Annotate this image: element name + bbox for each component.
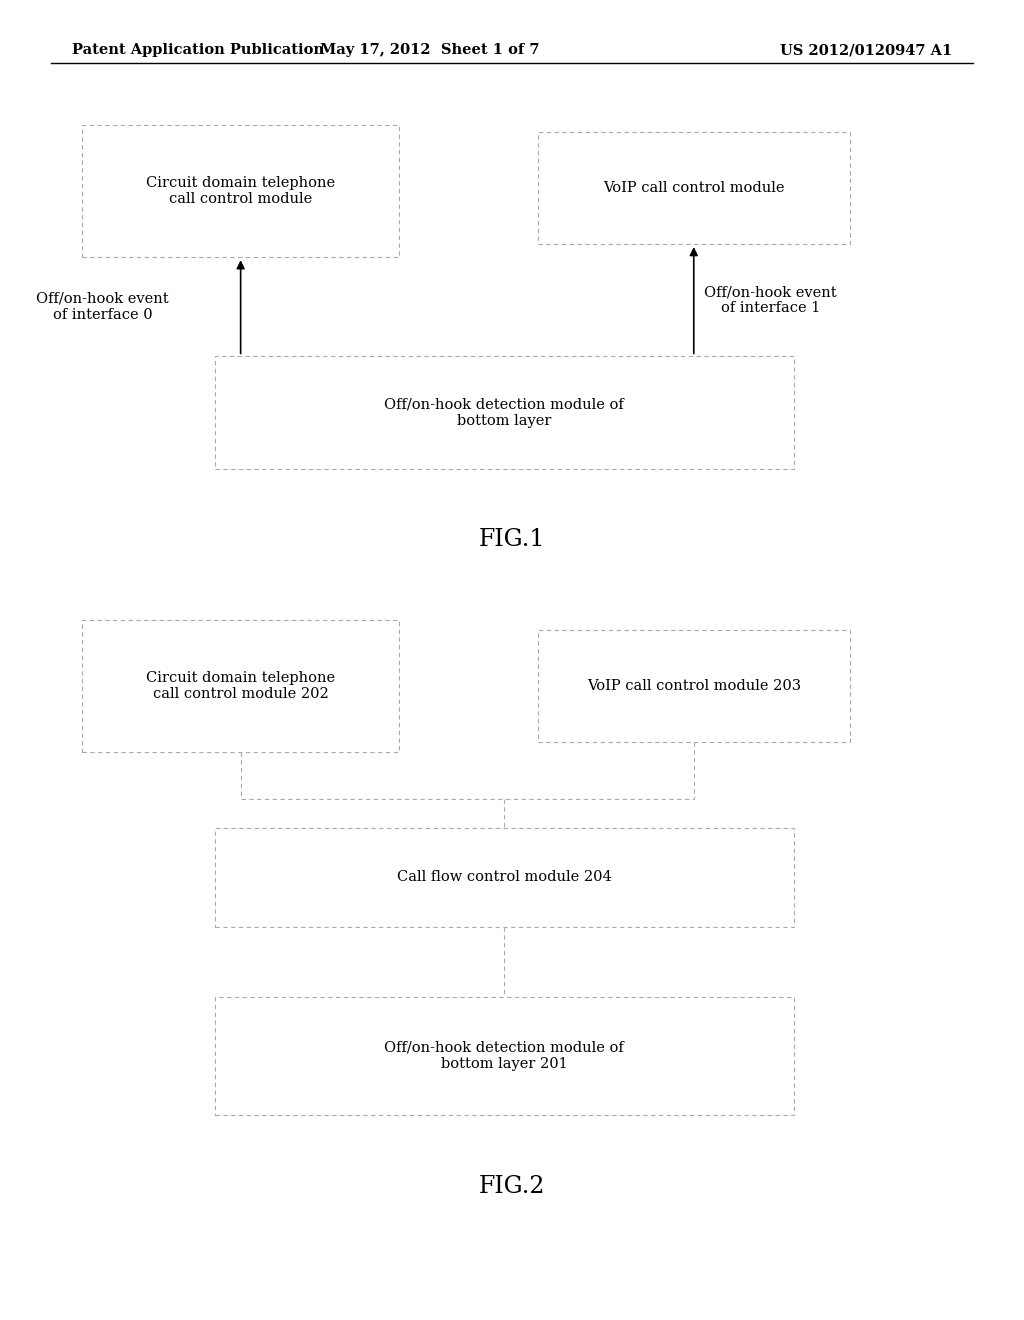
- Bar: [82, 125, 399, 257]
- Text: VoIP call control module 203: VoIP call control module 203: [587, 678, 801, 693]
- Text: Off/on-hook event
of interface 0: Off/on-hook event of interface 0: [36, 292, 169, 322]
- Text: FIG.1: FIG.1: [479, 528, 545, 550]
- Text: Patent Application Publication: Patent Application Publication: [72, 44, 324, 57]
- Text: Call flow control module 204: Call flow control module 204: [397, 870, 611, 884]
- Bar: [215, 997, 794, 1115]
- Bar: [538, 630, 850, 742]
- Text: Off/on-hook detection module of
bottom layer: Off/on-hook detection module of bottom l…: [384, 397, 625, 428]
- Text: Circuit domain telephone
call control module 202: Circuit domain telephone call control mo…: [146, 672, 335, 701]
- Text: May 17, 2012  Sheet 1 of 7: May 17, 2012 Sheet 1 of 7: [321, 44, 540, 57]
- Bar: [215, 356, 794, 469]
- Text: Off/on-hook detection module of
bottom layer 201: Off/on-hook detection module of bottom l…: [384, 1041, 625, 1071]
- Text: VoIP call control module: VoIP call control module: [603, 181, 784, 195]
- Bar: [215, 828, 794, 927]
- Text: Off/on-hook event
of interface 1: Off/on-hook event of interface 1: [705, 285, 837, 315]
- Bar: [538, 132, 850, 244]
- Bar: [82, 620, 399, 752]
- Text: FIG.2: FIG.2: [479, 1175, 545, 1197]
- Text: Circuit domain telephone
call control module: Circuit domain telephone call control mo…: [146, 177, 335, 206]
- Text: US 2012/0120947 A1: US 2012/0120947 A1: [780, 44, 952, 57]
